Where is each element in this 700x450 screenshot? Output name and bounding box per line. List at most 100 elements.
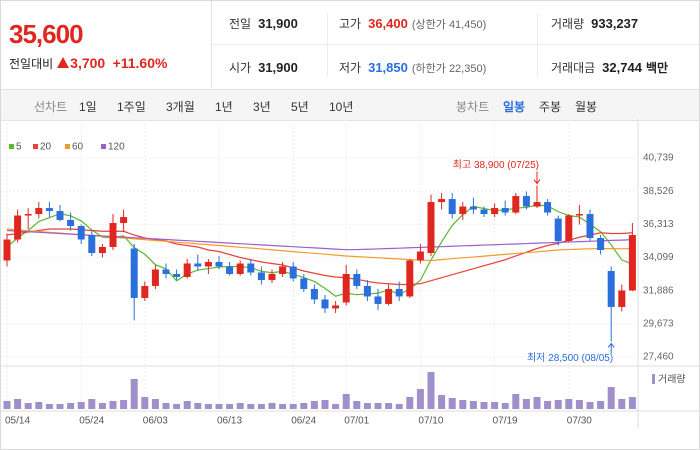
current-price: 35,600	[9, 19, 84, 49]
legend-swatch	[101, 144, 106, 149]
x-tick-label: 07/10	[418, 416, 443, 427]
legend-label: 60	[72, 142, 84, 153]
moving-average-line	[6, 228, 633, 262]
tab[interactable]: 1일	[79, 100, 97, 114]
candle-body	[353, 273, 361, 286]
candle-body	[268, 273, 276, 280]
tab[interactable]: 5년	[291, 100, 309, 114]
volume-bar	[247, 404, 255, 409]
candle-body	[24, 214, 32, 216]
legend-label: 5	[16, 142, 22, 153]
volume-bar	[522, 399, 530, 409]
candle-body	[300, 278, 308, 289]
volume-bar	[395, 404, 403, 409]
volume-bar	[501, 403, 509, 409]
candle-body	[109, 223, 117, 248]
stat-label: 고가	[339, 17, 362, 31]
volume-bar	[236, 403, 244, 409]
volume-bar	[597, 401, 605, 409]
volume-bar	[109, 401, 117, 409]
moving-average-line	[6, 229, 633, 251]
volume-bar	[130, 379, 138, 409]
tab[interactable]: 월봉	[575, 100, 598, 114]
volume-bar	[416, 389, 424, 409]
volume-bar	[162, 403, 170, 409]
candle-body	[151, 269, 159, 286]
volume-bar	[77, 402, 85, 409]
y-tick-label: 29,673	[643, 318, 674, 329]
candle-body	[88, 235, 96, 253]
y-tick-label: 38,526	[643, 186, 674, 197]
divider	[211, 1, 212, 87]
volume-bar	[332, 404, 340, 409]
candle-body	[575, 214, 583, 216]
tab[interactable]: 주봉	[539, 100, 562, 114]
candle-body	[586, 214, 594, 239]
volume-bar	[586, 402, 594, 409]
stat-value: 36,400	[368, 16, 408, 31]
candle-body	[183, 263, 191, 277]
volume-bar	[469, 401, 477, 409]
tab[interactable]: 3개월	[166, 100, 195, 114]
stat-value: 31,900	[258, 16, 298, 31]
x-tick-label: 05/14	[5, 416, 30, 427]
divider	[537, 13, 538, 77]
volume-bar	[385, 403, 393, 409]
tab[interactable]: 3년	[253, 100, 271, 114]
up-icon	[57, 57, 70, 68]
change-pct: +11.60%	[112, 55, 168, 71]
volume-bar	[353, 401, 361, 409]
candle-body	[533, 202, 541, 207]
legend-swatch	[33, 144, 38, 149]
volume-bar	[215, 404, 223, 409]
volume-bar	[183, 401, 191, 409]
volume-bar	[289, 404, 297, 409]
volume-bar	[406, 397, 414, 409]
volume-bar	[565, 399, 573, 409]
stat: 저가 31,850 (하한가 22,350)	[339, 59, 486, 76]
candle-body	[480, 209, 488, 215]
stat-value: 933,237	[591, 16, 639, 31]
candle-body	[130, 248, 138, 298]
candle-body	[522, 196, 530, 207]
stat: 거래대금 32,744 백만	[551, 59, 668, 76]
x-tick-label: 07/01	[344, 416, 369, 427]
candle-body	[448, 199, 456, 215]
candle-body	[438, 199, 446, 203]
stat-label: 거래량	[551, 17, 585, 31]
volume-bar	[14, 399, 22, 409]
tab[interactable]: 10년	[329, 100, 354, 114]
x-tick-label: 07/19	[493, 416, 518, 427]
volume-bar	[226, 404, 234, 409]
candle-body	[406, 260, 414, 297]
legend-label: 거래량	[658, 374, 686, 386]
tab[interactable]: 일봉	[503, 100, 526, 114]
volume-bar	[268, 403, 276, 409]
candle-body	[554, 218, 562, 242]
change-label: 전일대비	[9, 57, 54, 71]
stat: 시가 31,900	[229, 59, 298, 76]
volume-bar	[438, 395, 446, 409]
candle-body	[279, 266, 287, 274]
tab-group-label: 봉차트	[456, 100, 490, 114]
volume-bar	[151, 399, 159, 409]
y-tick-label: 34,099	[643, 252, 674, 263]
stat-value: 31,850	[368, 60, 408, 75]
stat-label: 시가	[229, 61, 252, 75]
divider	[327, 13, 328, 77]
candle-body	[607, 270, 615, 307]
candle-body	[45, 208, 53, 212]
volume-bar	[374, 403, 382, 409]
candle-body	[162, 269, 170, 274]
candle-body	[363, 285, 371, 297]
candle-body	[226, 266, 234, 274]
tab[interactable]: 1주일	[117, 100, 146, 114]
candle-body	[501, 208, 509, 213]
volume-bar	[533, 397, 541, 409]
volume-bar	[120, 400, 128, 409]
candle-body	[310, 288, 318, 300]
low-annotation: 최저 28,500 (08/05)	[527, 352, 613, 364]
tab[interactable]: 1년	[215, 100, 233, 114]
volume-bar	[459, 400, 467, 409]
volume-bar	[575, 400, 583, 409]
